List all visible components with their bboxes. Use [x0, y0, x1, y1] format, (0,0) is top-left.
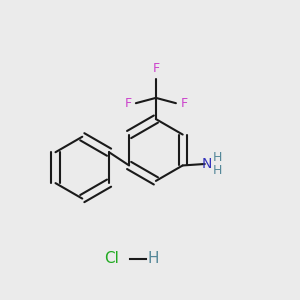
- Text: F: F: [152, 62, 160, 75]
- Text: Cl: Cl: [104, 251, 119, 266]
- Text: N: N: [202, 157, 212, 171]
- Text: H: H: [212, 151, 222, 164]
- Text: F: F: [180, 97, 188, 110]
- Text: H: H: [147, 251, 159, 266]
- Text: F: F: [124, 97, 131, 110]
- Text: H: H: [212, 164, 222, 177]
